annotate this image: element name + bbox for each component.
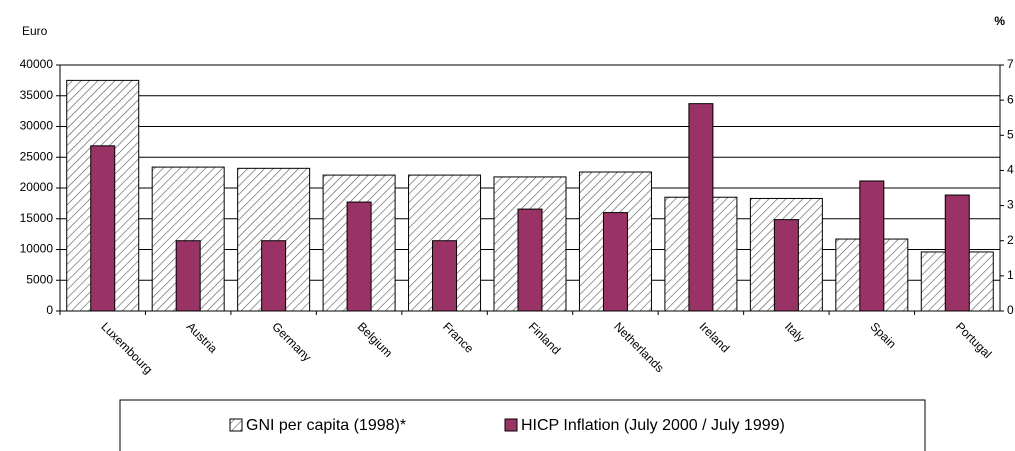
y-tick-label: 35000 [20,88,54,102]
legend-label: HICP Inflation (July 2000 / July 1999) [521,417,785,434]
y2-tick-label: 2 [1007,233,1014,247]
bar [602,212,628,312]
x-tick-label: Spain [867,319,899,351]
y2-axis-label: % [994,14,1005,28]
y-tick-label: 15000 [20,211,54,225]
legend-label: GNI per capita (1998)* [246,417,406,434]
y-tick-label: 30000 [20,119,54,133]
y2-tick-label: 3 [1007,198,1014,212]
bar [261,240,287,312]
x-tick-label: Italy [782,319,807,344]
y2-tick-label: 5 [1007,127,1014,141]
x-tick-label: Luxembourg [98,319,155,376]
bar [432,240,458,312]
y-tick-label: 0 [46,303,53,317]
x-tick-label: Austria [184,319,221,356]
y-tick-label: 10000 [20,242,54,256]
legend-swatch [229,418,243,432]
x-tick-label: Belgium [355,319,396,360]
x-tick-label: France [440,319,477,356]
y2-tick-label: 7 [1007,57,1014,71]
bar [859,180,885,312]
x-tick-label: Ireland [697,319,733,355]
bar [688,103,714,312]
x-tick-label: Netherlands [611,319,667,375]
bar [944,194,970,312]
legend: GNI per capita (1998)* HICP Inflation (Ju… [229,417,785,434]
bar [517,208,543,312]
y-tick-label: 25000 [20,149,54,163]
bar [175,240,201,312]
y2-tick-label: 0 [1007,303,1014,317]
y-tick-label: 5000 [26,272,53,286]
x-tick-label: Portugal [953,319,995,361]
bar [346,201,372,312]
y-tick-label: 20000 [20,180,54,194]
x-tick-label: Finland [526,319,564,357]
y2-tick-label: 4 [1007,163,1014,177]
y2-tick-label: 1 [1007,268,1014,282]
legend-swatch [504,418,518,432]
y2-tick-label: 6 [1007,92,1014,106]
x-tick-label: Germany [269,319,314,364]
y-axis-label: Euro [22,24,48,38]
legend-box [119,399,926,451]
bar [90,145,116,312]
bar [773,219,799,312]
y-tick-label: 40000 [20,57,54,71]
